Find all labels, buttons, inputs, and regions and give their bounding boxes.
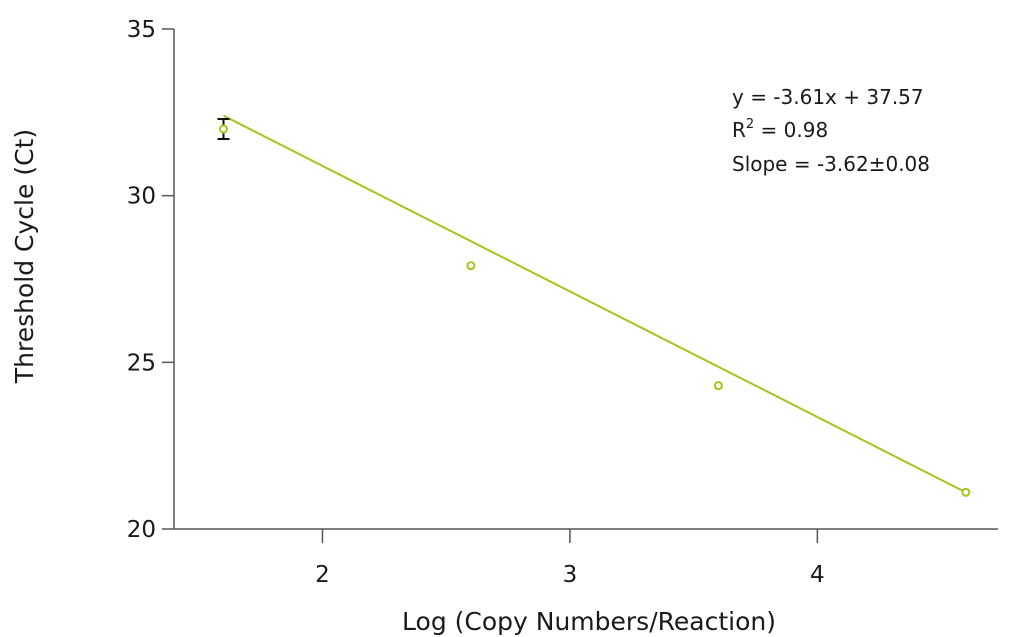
y-ticks: 20 25 30 35 (127, 17, 174, 543)
y-tick-label: 20 (127, 517, 156, 543)
data-point (713, 381, 723, 391)
y-tick-label: 35 (127, 17, 156, 43)
x-tick-label: 3 (563, 562, 578, 588)
x-ticks: 2 3 4 (315, 529, 825, 588)
y-axis-title: Threshold Cycle (Ct) (10, 129, 39, 384)
data-point (466, 261, 476, 271)
slope-label: Slope = -3.62±0.08 (732, 152, 930, 176)
r-squared-label: R2 = 0.98 (732, 117, 828, 142)
axes (173, 29, 998, 530)
regression-annotations: y = -3.61x + 37.57 R2 = 0.98 Slope = -3.… (732, 85, 930, 176)
y-tick-label: 30 (127, 184, 156, 210)
x-tick-label: 2 (315, 562, 330, 588)
r-squared-sup: 2 (746, 117, 754, 132)
x-axis-title: Log (Copy Numbers/Reaction) (402, 607, 776, 636)
trendline (223, 114, 967, 494)
data-points (218, 124, 971, 497)
equation-label: y = -3.61x + 37.57 (732, 85, 924, 109)
y-tick-label: 25 (127, 350, 156, 376)
r-squared-value: = 0.98 (754, 118, 828, 142)
data-point (218, 124, 228, 134)
data-point (961, 487, 971, 497)
x-tick-label: 4 (810, 562, 825, 588)
r-squared-prefix: R (732, 118, 746, 142)
